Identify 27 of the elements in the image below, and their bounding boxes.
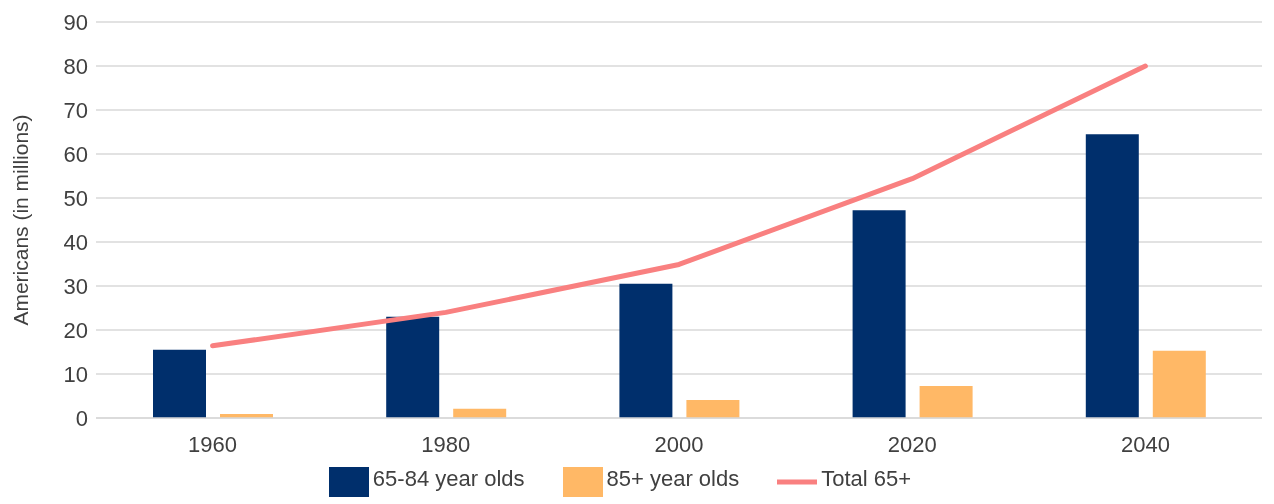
x-tick-label: 2000 [654,431,704,457]
y-tick-label: 30 [63,273,88,299]
y-tick-label: 80 [63,53,88,79]
x-tick-label: 1960 [188,431,238,457]
y-tick-label: 10 [63,361,88,387]
legend-label: Total 65+ [821,466,912,492]
legend-label: 85+ year olds [606,466,740,492]
bar [386,316,440,418]
x-tick-label: 2020 [887,431,937,457]
bar [919,385,973,418]
x-tick-label: 2040 [1120,431,1170,457]
bar [686,399,740,418]
y-tick-label: 90 [63,9,88,35]
y-tick-label: 70 [63,97,88,123]
bar [1085,134,1139,418]
y-tick-label: 40 [63,229,88,255]
y-axis-title: Americans (in millions) [9,114,33,326]
x-tick-label: 1980 [421,431,471,457]
y-tick-label: 50 [63,185,88,211]
bar [1152,350,1206,418]
bar [619,283,673,418]
y-tick-label: 60 [63,141,88,167]
legend-label: 65-84 year olds [372,466,525,492]
bar [153,349,206,418]
y-tick-label: 0 [75,405,88,431]
bar [852,210,906,418]
y-tick-label: 20 [63,317,88,343]
